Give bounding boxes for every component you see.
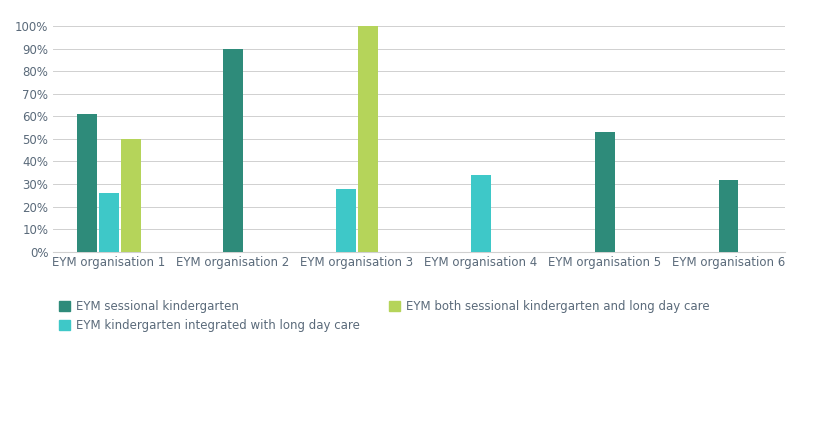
Bar: [223, 49, 242, 252]
Bar: [99, 193, 119, 252]
Bar: [718, 179, 738, 252]
Bar: [121, 139, 141, 252]
Bar: [336, 189, 355, 252]
Bar: [358, 26, 378, 252]
Bar: [595, 132, 613, 252]
Bar: [471, 175, 490, 252]
Bar: [77, 114, 97, 252]
Legend: EYM sessional kindergarten, EYM kindergarten integrated with long day care, EYM : EYM sessional kindergarten, EYM kinderga…: [59, 300, 708, 332]
